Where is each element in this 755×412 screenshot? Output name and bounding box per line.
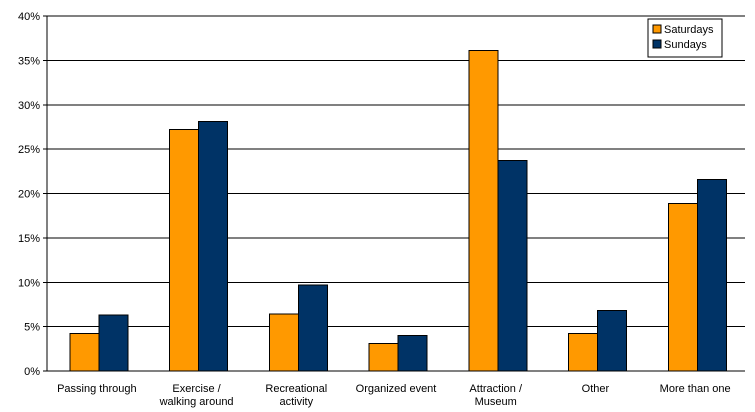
legend-label-saturdays: Saturdays — [664, 24, 714, 36]
bar-sundays-4 — [497, 160, 528, 372]
legend-swatch-sundays — [652, 39, 662, 49]
x-category-label-line: Museum — [475, 396, 517, 408]
bar-saturdays-2 — [268, 313, 299, 372]
gridlines — [47, 15, 745, 328]
x-category-label-line: More than one — [660, 383, 731, 395]
x-category-label-line: Recreational — [265, 383, 327, 395]
bar-sundays-1 — [198, 121, 229, 372]
axes — [43, 15, 745, 372]
bar-saturdays-3 — [368, 342, 399, 372]
y-tick-label: 40% — [18, 11, 40, 23]
x-axis-category-labels: Passing through Exercise / walking around R… — [57, 383, 731, 408]
x-category-label-line: Other — [582, 383, 610, 395]
y-tick-label: 35% — [18, 55, 40, 67]
x-category-label: Other — [582, 383, 610, 395]
bars — [69, 50, 727, 372]
x-category-label-line: walking around — [159, 396, 234, 408]
x-category-label: Exercise / walking around — [159, 383, 234, 408]
bar-saturdays-4 — [468, 50, 499, 372]
bar-saturdays-5 — [568, 333, 599, 372]
legend: Saturdays Sundays — [647, 18, 723, 58]
x-category-label-line: Organized event — [356, 383, 437, 395]
x-category-label-line: Passing through — [57, 383, 137, 395]
legend-label-sundays: Sundays — [664, 39, 707, 51]
bar-sundays-2 — [297, 284, 328, 372]
bar-saturdays-6 — [667, 202, 698, 372]
x-category-label: Passing through — [57, 383, 137, 395]
y-tick-label: 5% — [24, 322, 40, 334]
x-category-label: Attraction / Museum — [469, 383, 523, 408]
y-tick-label: 30% — [18, 100, 40, 112]
x-category-label-line: Attraction / — [469, 383, 523, 395]
x-category-label: Organized event — [356, 383, 437, 395]
bar-sundays-5 — [597, 310, 628, 372]
y-tick-label: 20% — [18, 189, 40, 201]
x-category-label: Recreational activity — [265, 383, 327, 408]
legend-swatch-saturdays — [652, 24, 662, 34]
x-category-label: More than one — [660, 383, 731, 395]
bar-sundays-6 — [696, 178, 727, 372]
legend-box — [647, 18, 723, 58]
y-tick-label: 25% — [18, 144, 40, 156]
bar-sundays-3 — [397, 335, 428, 372]
x-category-label-line: Exercise / — [172, 383, 221, 395]
bar-sundays-0 — [98, 314, 129, 372]
bar-saturdays-0 — [69, 333, 100, 372]
y-axis-tick-labels: 0% 5% 10% 15% 20% 25% 30% 35% 40% — [18, 11, 40, 378]
y-tick-label: 15% — [18, 233, 40, 245]
x-category-label-line: activity — [279, 396, 313, 408]
bar-saturdays-1 — [169, 129, 200, 372]
y-tick-label: 0% — [24, 366, 40, 378]
y-tick-label: 10% — [18, 277, 40, 289]
